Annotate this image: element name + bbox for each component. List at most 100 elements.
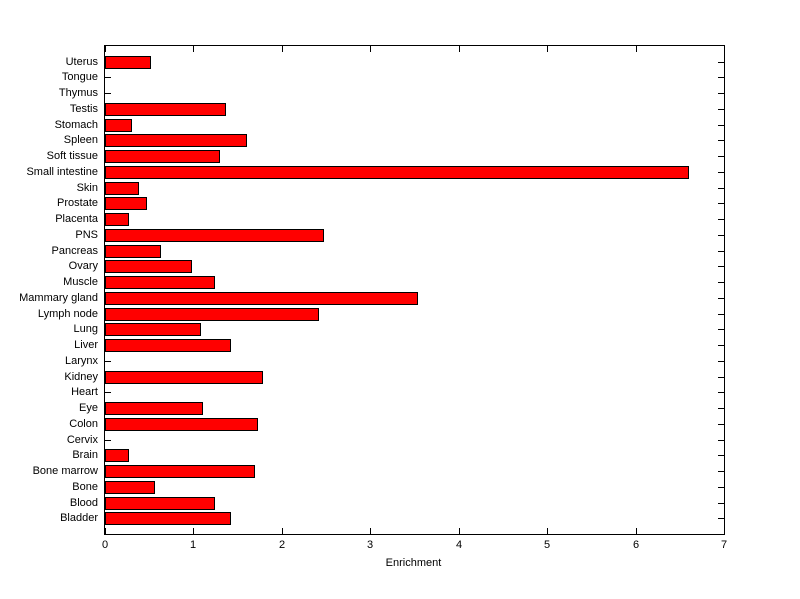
category-label: Tongue	[61, 71, 98, 83]
bar-eye	[105, 402, 203, 415]
bar-muscle	[105, 276, 215, 289]
y-axis-tick-right	[718, 156, 724, 157]
category-label: Testis	[69, 103, 98, 115]
y-axis-tick-left	[105, 392, 111, 393]
y-axis-tick-right	[718, 251, 724, 252]
bar-small-intestine	[105, 166, 689, 179]
category-label: Brain	[72, 449, 98, 461]
y-axis-tick-left	[105, 361, 111, 362]
category-label: Mammary gland	[19, 292, 98, 304]
x-tick-label: 0	[101, 539, 109, 551]
x-axis-tick-bottom	[547, 528, 548, 534]
bar-lung	[105, 323, 201, 336]
category-label: Small intestine	[26, 166, 98, 178]
bar-pancreas	[105, 245, 161, 258]
category-label: Bone marrow	[32, 465, 98, 477]
y-axis-tick-right	[718, 345, 724, 346]
bar-spleen	[105, 134, 247, 147]
x-axis-tick-top	[105, 46, 106, 52]
y-axis-tick-right	[718, 314, 724, 315]
x-axis-tick-bottom	[370, 528, 371, 534]
bar-bone	[105, 481, 155, 494]
category-label: Bone	[72, 481, 98, 493]
bar-stomach	[105, 119, 132, 132]
bar-bladder	[105, 512, 231, 525]
y-axis-tick-right	[718, 93, 724, 94]
y-axis-tick-left	[105, 77, 111, 78]
x-tick-label: 3	[366, 539, 374, 551]
y-axis-tick-right	[718, 282, 724, 283]
y-axis-tick-right	[718, 298, 724, 299]
y-axis-tick-right	[718, 455, 724, 456]
y-axis-tick-right	[718, 377, 724, 378]
x-tick-label: 2	[278, 539, 286, 551]
x-axis-tick-bottom	[282, 528, 283, 534]
x-axis-title: Enrichment	[385, 557, 442, 569]
category-label: Spleen	[63, 134, 98, 146]
category-label: Cervix	[66, 434, 98, 446]
y-axis-tick-right	[718, 440, 724, 441]
category-label: Colon	[69, 418, 98, 430]
bar-placenta	[105, 213, 129, 226]
bar-pns	[105, 229, 324, 242]
x-tick-label: 1	[189, 539, 197, 551]
bar-liver	[105, 339, 231, 352]
y-axis-tick-right	[718, 361, 724, 362]
x-axis-tick-bottom	[724, 528, 725, 534]
x-axis-tick-bottom	[105, 528, 106, 534]
x-tick-label: 6	[632, 539, 640, 551]
bar-uterus	[105, 56, 151, 69]
bar-soft-tissue	[105, 150, 220, 163]
category-label: Skin	[76, 182, 98, 194]
bar-brain	[105, 449, 129, 462]
category-label: Pancreas	[51, 245, 98, 257]
category-label: Muscle	[63, 276, 98, 288]
category-label: Thymus	[58, 87, 98, 99]
x-tick-label: 5	[543, 539, 551, 551]
y-axis-tick-right	[718, 487, 724, 488]
y-axis-tick-right	[718, 125, 724, 126]
x-axis-tick-top	[370, 46, 371, 52]
x-axis-tick-bottom	[636, 528, 637, 534]
y-axis-tick-right	[718, 172, 724, 173]
x-tick-label: 7	[720, 539, 728, 551]
y-axis-tick-right	[718, 62, 724, 63]
category-label: Prostate	[57, 197, 98, 209]
x-axis-tick-top	[724, 46, 725, 52]
category-label: Heart	[71, 386, 98, 398]
y-axis-tick-right	[718, 235, 724, 236]
y-axis-tick-right	[718, 77, 724, 78]
y-axis-tick-right	[718, 503, 724, 504]
bar-blood	[105, 497, 215, 510]
x-axis-tick-bottom	[459, 528, 460, 534]
bar-lymph-node	[105, 308, 319, 321]
y-axis-tick-left	[105, 93, 111, 94]
y-axis-tick-right	[718, 266, 724, 267]
y-axis-tick-right	[718, 329, 724, 330]
x-axis-tick-bottom	[193, 528, 194, 534]
x-axis-tick-top	[459, 46, 460, 52]
bar-testis	[105, 103, 226, 116]
y-axis-tick-right	[718, 392, 724, 393]
plot-area	[104, 45, 725, 535]
category-label: Larynx	[64, 355, 98, 367]
y-axis-tick-right	[718, 203, 724, 204]
y-axis-tick-right	[718, 109, 724, 110]
y-axis-tick-right	[718, 471, 724, 472]
y-axis-tick-left	[105, 440, 111, 441]
y-axis-tick-right	[718, 518, 724, 519]
y-axis-tick-right	[718, 188, 724, 189]
bar-bone-marrow	[105, 465, 255, 478]
x-axis-tick-top	[636, 46, 637, 52]
category-label: Uterus	[65, 56, 98, 68]
bar-prostate	[105, 197, 147, 210]
bar-colon	[105, 418, 258, 431]
x-axis-tick-top	[282, 46, 283, 52]
y-axis-tick-right	[718, 408, 724, 409]
category-label: Ovary	[68, 260, 98, 272]
x-axis-tick-top	[193, 46, 194, 52]
category-label: Liver	[74, 339, 98, 351]
category-label: Blood	[69, 497, 98, 509]
category-label: Stomach	[54, 119, 98, 131]
